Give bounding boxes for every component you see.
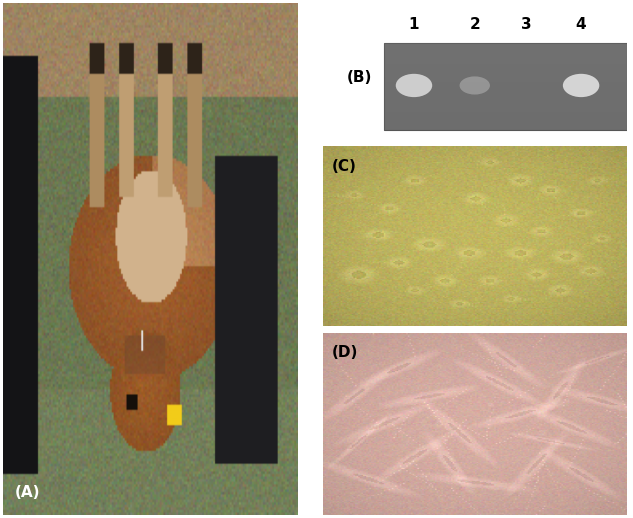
Text: 2: 2 (470, 17, 480, 32)
Bar (384, 108, 627, 112)
Bar (384, 73, 627, 78)
Bar (384, 112, 627, 117)
Bar (384, 95, 627, 99)
Bar (384, 77, 627, 82)
Bar (384, 91, 627, 95)
Ellipse shape (563, 74, 599, 97)
Bar (384, 125, 627, 130)
Bar (384, 60, 627, 64)
Bar (384, 47, 627, 51)
Bar (384, 99, 627, 104)
Text: (C): (C) (332, 159, 357, 174)
Ellipse shape (460, 76, 490, 94)
Bar (384, 43, 627, 47)
Bar (384, 64, 627, 69)
Bar (384, 86, 627, 91)
Text: 4: 4 (576, 17, 586, 32)
Bar (384, 121, 627, 125)
Text: 1: 1 (409, 17, 419, 32)
Bar (384, 69, 627, 73)
Bar (384, 51, 627, 56)
Bar (384, 56, 627, 60)
Bar (384, 82, 627, 86)
Bar (384, 104, 627, 108)
Text: (D): (D) (332, 346, 358, 361)
Ellipse shape (396, 74, 432, 97)
Text: 3: 3 (521, 17, 532, 32)
Text: (B): (B) (347, 70, 372, 85)
Bar (384, 43, 627, 130)
Bar (384, 117, 627, 121)
Text: (A): (A) (15, 485, 41, 500)
